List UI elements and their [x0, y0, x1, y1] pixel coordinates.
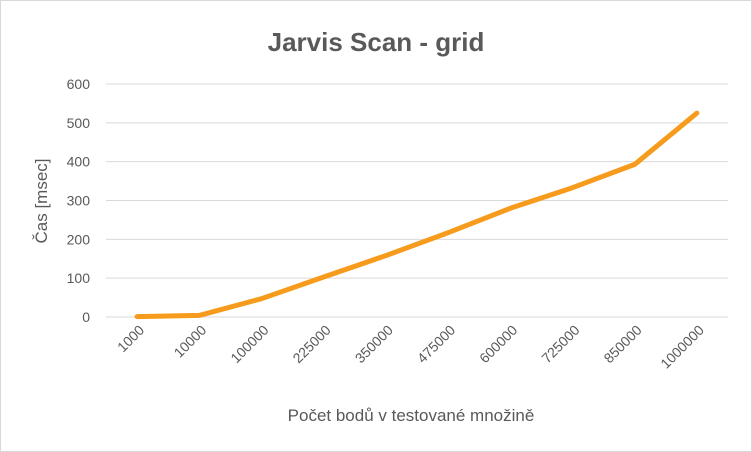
x-tick-label: 725000	[538, 322, 582, 366]
x-tick-labels: 1000 10000 100000 225000 350000 475000 600000 7…	[114, 322, 707, 372]
x-tick-label: 100000	[227, 322, 271, 366]
x-tick-label: 600000	[476, 322, 520, 366]
x-tick-label: 850000	[600, 322, 644, 366]
y-tick-label: 600	[67, 76, 91, 92]
y-tick-label: 100	[67, 270, 91, 286]
gridlines	[106, 83, 728, 318]
y-tick-label: 300	[67, 193, 91, 209]
y-tick-label: 500	[67, 115, 91, 131]
series-line-0	[134, 110, 700, 320]
y-tick-label: 0	[82, 309, 90, 325]
x-tick-label: 225000	[289, 322, 333, 366]
y-tick-label: 400	[67, 154, 91, 170]
x-tick-label: 350000	[352, 322, 396, 366]
x-axis-label: Počet bodů v testované množině	[288, 406, 535, 425]
x-tick-label: 10000	[171, 322, 210, 361]
chart-title: Jarvis Scan - grid	[268, 27, 485, 57]
series-group	[134, 110, 700, 320]
y-axis-label: Čas [msec]	[32, 158, 51, 243]
x-tick-label: 475000	[414, 322, 458, 366]
x-tick-label: 1000000	[657, 322, 707, 372]
x-tick-label: 1000	[114, 322, 147, 355]
y-tick-label: 200	[67, 231, 91, 247]
y-tick-labels: 0 100 200 300 400 500 600	[67, 76, 91, 325]
